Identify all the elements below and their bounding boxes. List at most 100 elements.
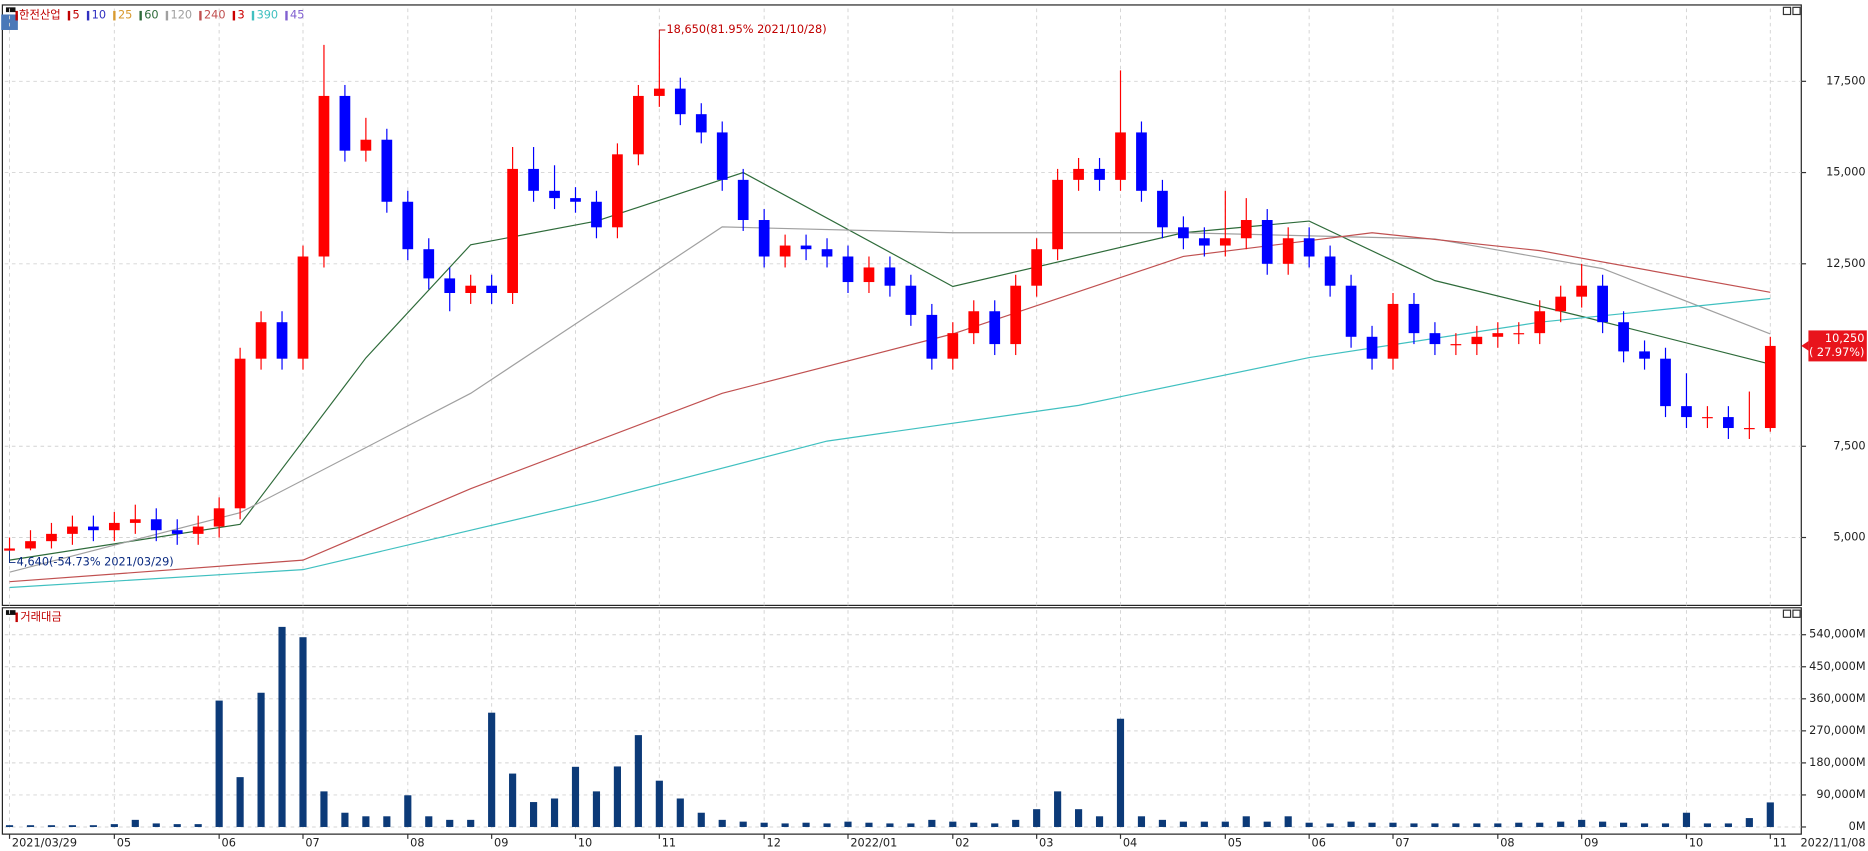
y-tick-label: 450,000M bbox=[1809, 660, 1865, 673]
candle-body bbox=[1764, 345, 1776, 429]
panel-icon[interactable] bbox=[1, 14, 18, 30]
volume-bar bbox=[1557, 821, 1565, 827]
volume-bar bbox=[173, 824, 181, 827]
candle-body bbox=[549, 190, 560, 199]
legend-entry: 60 bbox=[144, 9, 158, 22]
volume-bar bbox=[550, 798, 559, 827]
legend-entry: 3 bbox=[237, 9, 244, 22]
candle-body bbox=[67, 526, 78, 534]
minimize-button[interactable] bbox=[1782, 609, 1792, 618]
volume-bar bbox=[1536, 822, 1544, 827]
volume-bar bbox=[634, 735, 642, 827]
candle-body bbox=[1429, 333, 1441, 345]
candle-body bbox=[213, 508, 225, 527]
x-tick-label: 10 bbox=[578, 837, 592, 850]
x-tick-label: 08 bbox=[410, 837, 424, 850]
candle-body bbox=[947, 333, 959, 359]
candle-body bbox=[1157, 190, 1168, 228]
candle-body bbox=[842, 256, 854, 283]
x-tick-label: 07 bbox=[305, 837, 319, 850]
volume-bar bbox=[1075, 809, 1083, 827]
volume-bar bbox=[1578, 819, 1586, 827]
candle-body bbox=[1345, 285, 1357, 337]
legend-entry: 5 bbox=[73, 9, 80, 22]
volume-bar bbox=[1054, 791, 1062, 827]
volume-bar bbox=[592, 791, 601, 827]
volume-bar bbox=[613, 766, 621, 827]
candle-body bbox=[821, 249, 833, 257]
volume-bar bbox=[1158, 819, 1166, 827]
volume-bar bbox=[1599, 821, 1607, 827]
y-tick-label: 5,000 bbox=[1833, 531, 1865, 544]
last-price: 10,250 bbox=[1825, 332, 1865, 345]
volume-bar bbox=[1033, 809, 1041, 827]
volume-bar bbox=[907, 823, 915, 827]
candle-body bbox=[570, 198, 581, 202]
candle-body bbox=[1052, 179, 1063, 250]
candle-body bbox=[255, 322, 267, 359]
candle-body bbox=[423, 249, 435, 279]
x-tick-label: 10 bbox=[1689, 837, 1703, 850]
candle-body bbox=[528, 168, 539, 191]
volume-bar bbox=[383, 816, 391, 827]
end-date: 2022/11/08 bbox=[1800, 837, 1865, 850]
candle-body bbox=[1492, 333, 1504, 337]
x-tick-label: 07 bbox=[1395, 837, 1409, 850]
volume-bar bbox=[928, 819, 936, 827]
candle-body bbox=[633, 95, 644, 155]
x-tick-label: 06 bbox=[1312, 837, 1326, 850]
x-tick-label: 05 bbox=[1228, 837, 1242, 850]
volume-bar bbox=[1661, 823, 1670, 827]
minimize-button[interactable] bbox=[1782, 6, 1792, 16]
volume-bar bbox=[970, 822, 978, 827]
x-tick-label: 09 bbox=[494, 837, 508, 850]
volume-bar bbox=[1305, 822, 1313, 827]
volume-bar bbox=[1284, 816, 1292, 827]
candle-body bbox=[737, 179, 749, 221]
annotation: 18,650(81.95% 2021/10/28) bbox=[666, 23, 826, 36]
candle-body bbox=[695, 114, 707, 133]
x-tick-label: 03 bbox=[1039, 837, 1053, 850]
annotation-leader bbox=[658, 29, 666, 40]
volume-bar bbox=[760, 822, 768, 827]
legend-entry: 240 bbox=[204, 9, 226, 22]
volume-bar bbox=[865, 822, 873, 827]
maximize-button[interactable] bbox=[1792, 6, 1801, 16]
legend-entry: 120 bbox=[171, 9, 193, 22]
volume-bar bbox=[467, 819, 475, 827]
volume-bar bbox=[1515, 822, 1523, 827]
volume-bar bbox=[1620, 822, 1628, 827]
volume-bar bbox=[949, 821, 957, 827]
candle-body bbox=[25, 541, 36, 549]
candle-body bbox=[1324, 256, 1336, 286]
candle-body bbox=[1743, 428, 1755, 430]
legend-swatch bbox=[285, 10, 288, 21]
panel-title: 거래대금 bbox=[20, 610, 62, 623]
y-tick-label: 90,000M bbox=[1816, 788, 1865, 801]
x-tick-label: 11 bbox=[1773, 837, 1787, 850]
x-tick-label: 02 bbox=[955, 837, 969, 850]
candle-body bbox=[1723, 417, 1734, 429]
volume-bar bbox=[446, 819, 454, 827]
candle-body bbox=[1639, 351, 1650, 359]
volume-bar bbox=[739, 821, 747, 827]
candle-body bbox=[444, 278, 456, 293]
candle-body bbox=[612, 154, 623, 228]
y-tick-label: 0M bbox=[1849, 820, 1866, 833]
legend-swatch bbox=[232, 10, 236, 21]
candle-body bbox=[318, 95, 330, 257]
legend-swatch bbox=[67, 10, 71, 21]
legend-swatch bbox=[86, 10, 90, 21]
candle-body bbox=[1618, 322, 1629, 352]
legend-swatch bbox=[251, 10, 255, 21]
volume-bar bbox=[1431, 823, 1439, 827]
maximize-button[interactable] bbox=[1792, 609, 1801, 618]
volume-bar bbox=[1368, 822, 1376, 827]
y-tick-label: 180,000M bbox=[1809, 756, 1865, 769]
volume-bar bbox=[68, 825, 76, 827]
candle-body bbox=[360, 139, 372, 151]
moving-average bbox=[9, 297, 1771, 589]
legend-entry: 10 bbox=[92, 9, 106, 22]
candle-body bbox=[1282, 238, 1294, 264]
